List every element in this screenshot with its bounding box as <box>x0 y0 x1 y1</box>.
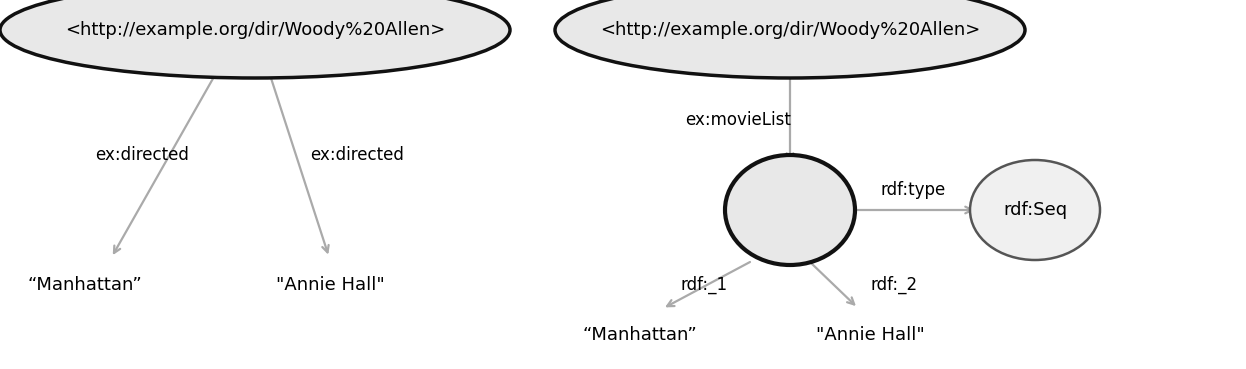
Ellipse shape <box>554 0 1025 78</box>
Text: "Annie Hall": "Annie Hall" <box>816 326 925 344</box>
Text: rdf:_1: rdf:_1 <box>680 276 728 294</box>
Text: rdf:Seq: rdf:Seq <box>1003 201 1067 219</box>
Text: ex:directed: ex:directed <box>95 146 189 164</box>
Text: <http://example.org/dir/Woody%20Allen>: <http://example.org/dir/Woody%20Allen> <box>65 21 445 39</box>
Ellipse shape <box>725 155 855 265</box>
Text: rdf:_2: rdf:_2 <box>870 276 917 294</box>
Ellipse shape <box>969 160 1100 260</box>
Text: rdf:type: rdf:type <box>880 181 946 199</box>
Text: ex:movieList: ex:movieList <box>685 111 791 129</box>
Text: “Manhattan”: “Manhattan” <box>583 326 698 344</box>
Text: “Manhattan”: “Manhattan” <box>27 276 142 294</box>
Text: <http://example.org/dir/Woody%20Allen>: <http://example.org/dir/Woody%20Allen> <box>599 21 981 39</box>
Text: ex:directed: ex:directed <box>310 146 404 164</box>
Text: "Annie Hall": "Annie Hall" <box>275 276 384 294</box>
Ellipse shape <box>0 0 510 78</box>
